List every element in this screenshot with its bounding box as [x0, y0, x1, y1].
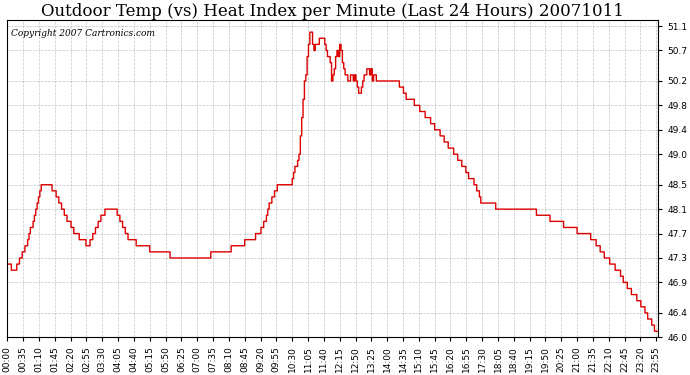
Text: Copyright 2007 Cartronics.com: Copyright 2007 Cartronics.com	[10, 30, 155, 39]
Title: Outdoor Temp (vs) Heat Index per Minute (Last 24 Hours) 20071011: Outdoor Temp (vs) Heat Index per Minute …	[41, 3, 624, 20]
